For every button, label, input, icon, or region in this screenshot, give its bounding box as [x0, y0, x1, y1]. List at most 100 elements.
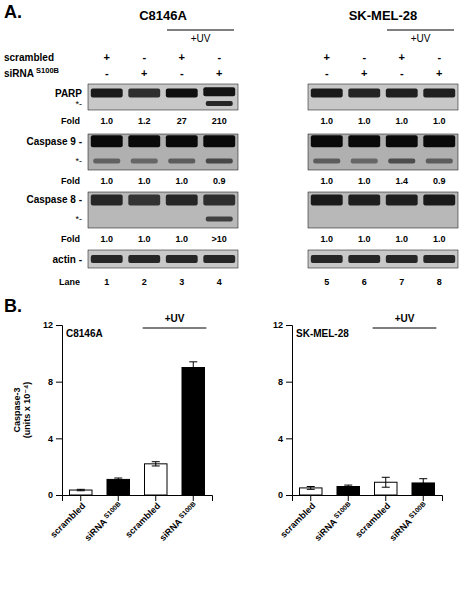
error-bar-cap	[189, 373, 197, 374]
sign: +	[179, 51, 185, 63]
error-bar-cap	[419, 487, 427, 488]
error-bar-cap	[307, 486, 315, 487]
x-tick-label: scrambled	[123, 501, 162, 540]
x-tick: siRNA S100B	[387, 495, 430, 543]
figure: A.C8146A+UV+-+--+-+1234SK-MEL-28+UV+-+--…	[0, 0, 474, 600]
lane-number: 1	[104, 277, 109, 287]
x-tick-mark	[80, 495, 81, 501]
sign: -	[362, 51, 366, 63]
bar	[70, 490, 93, 495]
sign: +	[436, 67, 442, 79]
group-title: C8146A	[139, 8, 187, 23]
uv-line	[167, 30, 234, 31]
error-bar-cap	[114, 478, 122, 479]
sign: +	[216, 67, 222, 79]
group-title: SK-MEL-28	[349, 8, 418, 23]
text-superscript: S100B	[34, 65, 60, 74]
x-axis: scrambledsiRNA S100BscrambledsiRNA S100B	[48, 495, 212, 543]
x-tick-mark	[423, 495, 424, 501]
x-tick-mark	[193, 495, 194, 501]
sign: +	[104, 51, 110, 63]
y-tick-label: 4	[48, 434, 53, 444]
error-bar	[114, 478, 122, 481]
bar	[337, 487, 360, 496]
fold-value: 1.0	[395, 116, 408, 126]
error-bar-cap	[152, 461, 160, 462]
fold-value: 1.2	[138, 116, 151, 126]
fold-value: 1.0	[320, 234, 333, 244]
band	[166, 255, 198, 263]
y-tick-label: 8	[278, 377, 283, 387]
y-axis-title: Caspase-3(units x 10⁻⁴)	[12, 382, 32, 439]
band	[203, 135, 235, 147]
band	[311, 194, 343, 205]
blot-membrane	[308, 134, 458, 170]
band	[386, 255, 418, 263]
band	[166, 135, 198, 147]
y-tick-mark	[56, 495, 62, 496]
x-tick-mark	[118, 495, 119, 501]
condition-label: siRNA S100B	[4, 65, 60, 79]
panel-a: A.C8146A+UV+-+--+-+1234SK-MEL-28+UV+-+--…	[4, 2, 458, 287]
sign: -	[142, 51, 146, 63]
error-bar-cap	[152, 465, 160, 466]
fold-value: 27	[177, 116, 187, 126]
lane-number: 6	[362, 277, 367, 287]
error-bar-stem	[193, 362, 194, 373]
lane-number: 8	[437, 277, 442, 287]
band	[348, 135, 380, 147]
band	[386, 135, 418, 147]
plot-area	[70, 362, 205, 495]
y-tick-label: 4	[278, 434, 283, 444]
band	[311, 255, 343, 263]
x-axis: scrambledsiRNA S100BscrambledsiRNA S100B	[278, 495, 442, 543]
fold-value: >10	[212, 234, 227, 244]
fold-value: 1.0	[358, 234, 371, 244]
band	[348, 255, 380, 263]
x-tick-mark	[310, 495, 311, 501]
y-tick-mark	[286, 495, 292, 496]
x-tick-mark	[385, 495, 386, 501]
band	[131, 159, 158, 164]
y-tick-label: 0	[48, 490, 53, 500]
band	[203, 194, 235, 205]
x-tick-label: siRNA S100B	[387, 500, 430, 543]
error-bar-cap	[307, 489, 315, 490]
error-bar	[419, 479, 427, 488]
fold-label: Fold	[61, 234, 80, 244]
lane-number: 4	[217, 277, 222, 287]
text-superscript: S100B	[101, 500, 122, 521]
band	[128, 135, 160, 147]
blot-membrane	[88, 134, 238, 170]
lane-number: 2	[142, 277, 147, 287]
error-bar-cap	[189, 361, 197, 362]
fold-value: 1.0	[320, 176, 333, 186]
lane-number: 5	[324, 277, 329, 287]
band	[423, 89, 455, 98]
y-tick-label: 8	[48, 377, 53, 387]
band	[166, 194, 198, 205]
band	[348, 89, 380, 98]
band	[351, 159, 378, 164]
y-axis: 04812	[43, 320, 63, 500]
sign: +	[324, 51, 330, 63]
sign: +	[141, 67, 147, 79]
y-axis-title-line: Caspase-3	[12, 387, 22, 432]
error-bar-cap	[419, 478, 427, 479]
lane-number: 3	[179, 277, 184, 287]
condition-label: scrambled	[4, 52, 54, 63]
sign: +	[399, 51, 405, 63]
band	[128, 255, 160, 263]
x-tick: siRNA S100B	[82, 495, 125, 543]
x-tick-mark	[348, 495, 349, 501]
y-tick: 0	[48, 490, 62, 500]
fold-value: 1.0	[433, 234, 446, 244]
x-tick: siRNA S100B	[312, 495, 355, 543]
error-bar	[152, 462, 160, 466]
sign: -	[105, 67, 109, 79]
error-bar-cap	[77, 489, 85, 490]
band	[203, 87, 235, 96]
band	[206, 159, 233, 164]
y-axis: 04812	[273, 320, 293, 500]
y-tick: 12	[273, 320, 292, 330]
